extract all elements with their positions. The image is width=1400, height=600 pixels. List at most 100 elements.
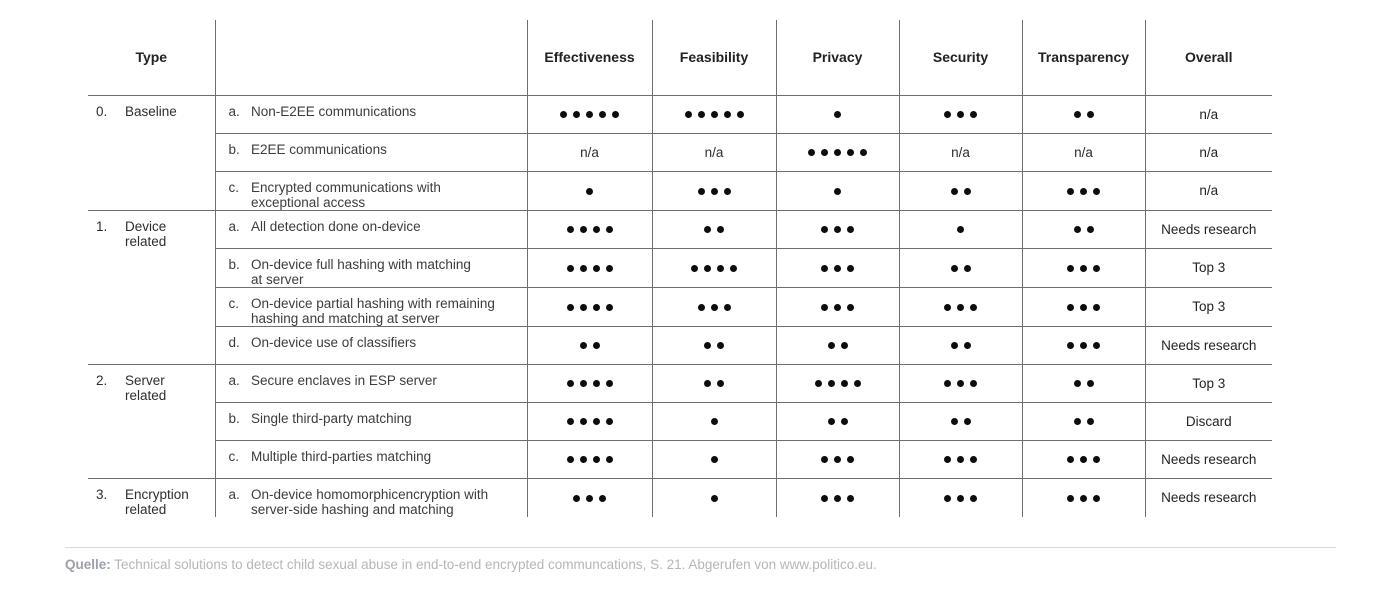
ratings-figure: Type Effectiveness Feasibility Privacy S…: [88, 20, 1273, 517]
row-letter: c.: [215, 439, 252, 478]
header-row: Type Effectiveness Feasibility Privacy S…: [88, 20, 1273, 96]
rating-security: [899, 401, 1023, 440]
overall-cell: Needs research: [1145, 439, 1273, 478]
rating-feasibility: [652, 286, 777, 326]
overall-cell: Needs research: [1145, 325, 1273, 364]
rating-effectiveness: [527, 286, 653, 326]
rating-effectiveness: [527, 325, 653, 364]
rating-security: [899, 363, 1023, 402]
table-row: 0. Baseline a. Non-E2EE communications n…: [88, 94, 1273, 210]
rating-privacy: [776, 401, 900, 440]
overall-cell: n/a: [1145, 132, 1273, 171]
overall-cell: Discard: [1145, 401, 1273, 440]
type-number: 0.: [88, 94, 125, 210]
rating-feasibility: [652, 209, 777, 248]
overall-cell: Needs research: [1145, 209, 1273, 248]
col-header-description: [215, 20, 528, 96]
rating-privacy: [776, 363, 900, 402]
rating-effectiveness: [527, 401, 653, 440]
rating-transparency: n/a: [1022, 132, 1146, 171]
rating-transparency: [1022, 325, 1146, 364]
row-letter: a.: [215, 94, 252, 133]
rating-security: [899, 325, 1023, 364]
rating-effectiveness: [527, 170, 653, 210]
row-description: Encrypted communications with exceptiona…: [251, 170, 528, 210]
row-letter: d.: [215, 325, 252, 364]
rating-effectiveness: [527, 247, 653, 287]
overall-cell: Needs research: [1145, 477, 1273, 517]
rating-transparency: [1022, 401, 1146, 440]
row-description: All detection done on-device: [251, 209, 528, 248]
rating-feasibility: [652, 170, 777, 210]
table-row: b. On-device full hashing with matching …: [88, 247, 1273, 287]
col-header-feasibility: Feasibility: [652, 20, 777, 96]
rating-effectiveness: [527, 209, 653, 248]
rating-security: [899, 170, 1023, 210]
rating-privacy: [776, 286, 900, 326]
overall-cell: n/a: [1145, 94, 1273, 133]
table-row: 3. Encryption related a. On-device homom…: [88, 477, 1273, 517]
rating-transparency: [1022, 477, 1146, 517]
row-letter: b.: [215, 132, 252, 171]
rating-transparency: [1022, 94, 1146, 133]
col-header-type: Type: [88, 20, 216, 96]
table-row: 2. Server related a. Secure enclaves in …: [88, 363, 1273, 478]
overall-cell: Top 3: [1145, 247, 1273, 287]
type-number: 2.: [88, 363, 125, 478]
rating-feasibility: [652, 477, 777, 517]
type-number: 1.: [88, 209, 125, 364]
rating-privacy: [776, 325, 900, 364]
type-name: Server related: [125, 363, 216, 478]
type-name: Encryption related: [125, 477, 216, 517]
row-letter: a.: [215, 477, 252, 517]
row-description: Multiple third-parties matching: [251, 439, 528, 478]
row-description: Single third-party matching: [251, 401, 528, 440]
type-name: Baseline: [125, 94, 216, 210]
table-row: c. On-device partial hashing with remain…: [88, 286, 1273, 326]
rating-security: [899, 439, 1023, 478]
row-description: Non-E2EE communications: [251, 94, 528, 133]
rating-feasibility: n/a: [652, 132, 777, 171]
source-line: Quelle: Technical solutions to detect ch…: [65, 557, 877, 572]
rating-privacy: [776, 209, 900, 248]
rating-feasibility: [652, 439, 777, 478]
source-label: Quelle:: [65, 557, 111, 572]
rating-transparency: [1022, 170, 1146, 210]
ratings-table: Type Effectiveness Feasibility Privacy S…: [88, 20, 1273, 517]
rating-security: [899, 286, 1023, 326]
rating-transparency: [1022, 247, 1146, 287]
rating-effectiveness: n/a: [527, 132, 653, 171]
footer-divider: [65, 547, 1336, 548]
row-description: On-device homomorphicencryption with ser…: [251, 477, 528, 517]
rating-feasibility: [652, 401, 777, 440]
rating-transparency: [1022, 439, 1146, 478]
table-row: c. Multiple third-parties matching Needs…: [88, 439, 1273, 478]
rating-security: [899, 477, 1023, 517]
row-description: Secure enclaves in ESP server: [251, 363, 528, 402]
row-letter: a.: [215, 209, 252, 248]
overall-cell: Top 3: [1145, 286, 1273, 326]
rating-privacy: [776, 247, 900, 287]
col-header-overall: Overall: [1145, 20, 1273, 96]
rating-security: n/a: [899, 132, 1023, 171]
type-name: Device related: [125, 209, 216, 364]
rating-transparency: [1022, 363, 1146, 402]
rating-privacy: [776, 170, 900, 210]
row-letter: a.: [215, 363, 252, 402]
col-header-transparency: Transparency: [1022, 20, 1146, 96]
table-row: 1. Device related a. All detection done …: [88, 209, 1273, 364]
rating-feasibility: [652, 325, 777, 364]
table-row: c. Encrypted communications with excepti…: [88, 170, 1273, 210]
rating-privacy: [776, 94, 900, 133]
rating-security: [899, 209, 1023, 248]
overall-cell: Top 3: [1145, 363, 1273, 402]
table-row: b. Single third-party matching Discard: [88, 401, 1273, 440]
rating-privacy: [776, 132, 900, 171]
row-description: E2EE communications: [251, 132, 528, 171]
rating-effectiveness: [527, 94, 653, 133]
rating-transparency: [1022, 209, 1146, 248]
rating-privacy: [776, 439, 900, 478]
rating-privacy: [776, 477, 900, 517]
rating-effectiveness: [527, 363, 653, 402]
row-letter: c.: [215, 286, 252, 326]
